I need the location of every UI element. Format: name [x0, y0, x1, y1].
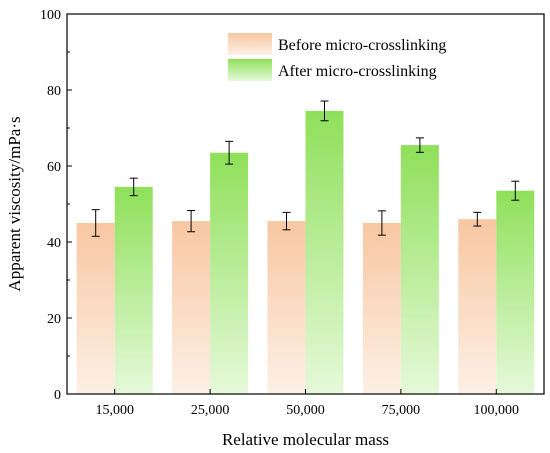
y-axis-title: Apparent viscosity/mPa·s [5, 116, 24, 291]
legend-label: Before micro-crosslinking [278, 37, 446, 54]
bar-after-1 [210, 152, 249, 394]
error-bar-layer [91, 100, 520, 237]
error-bar-after-0 [129, 177, 138, 197]
bar-after-0 [114, 186, 153, 394]
x-axis-title: Relative molecular mass [222, 430, 389, 449]
bar-after-2 [305, 110, 344, 395]
x-tick-label: 100,000 [474, 403, 520, 418]
y-tick-label: 40 [47, 236, 61, 251]
y-tick-label: 100 [40, 8, 61, 23]
error-bar-before-2 [282, 211, 291, 231]
x-tick-label: 25,000 [191, 403, 230, 418]
error-bar-after-2 [320, 100, 329, 122]
legend-swatch [228, 33, 272, 55]
bar-after-3 [400, 145, 439, 394]
bar-before-0 [76, 223, 115, 394]
legend-label: After micro-crosslinking [278, 63, 437, 80]
bar-layer [76, 110, 535, 395]
x-tick-label: 15,000 [95, 403, 134, 418]
x-axis: 15,000 25,000 50,000 75,000 100,000 [95, 389, 519, 418]
legend: Before micro-crosslinking After micro-cro… [228, 33, 446, 81]
bar-before-3 [362, 223, 401, 394]
error-bar-after-3 [415, 137, 424, 153]
error-bar-before-4 [473, 211, 482, 227]
x-tick-label: 50,000 [286, 403, 325, 418]
error-bar-before-1 [187, 209, 196, 233]
x-tick-label: 75,000 [382, 403, 421, 418]
error-bar-before-0 [91, 209, 100, 237]
y-tick-label: 80 [47, 84, 61, 99]
y-tick-label: 0 [54, 388, 61, 403]
y-tick-label: 20 [47, 312, 61, 327]
y-tick-label: 60 [47, 160, 61, 175]
legend-swatch [228, 59, 272, 81]
bar-after-4 [496, 190, 535, 394]
error-bar-before-3 [377, 210, 386, 236]
error-bar-after-1 [225, 140, 234, 165]
y-axis: 0 20 40 60 80 100 [40, 8, 72, 403]
bar-before-4 [458, 219, 497, 394]
bar-before-2 [267, 221, 306, 394]
bar-before-1 [172, 221, 211, 394]
error-bar-after-4 [511, 180, 520, 201]
